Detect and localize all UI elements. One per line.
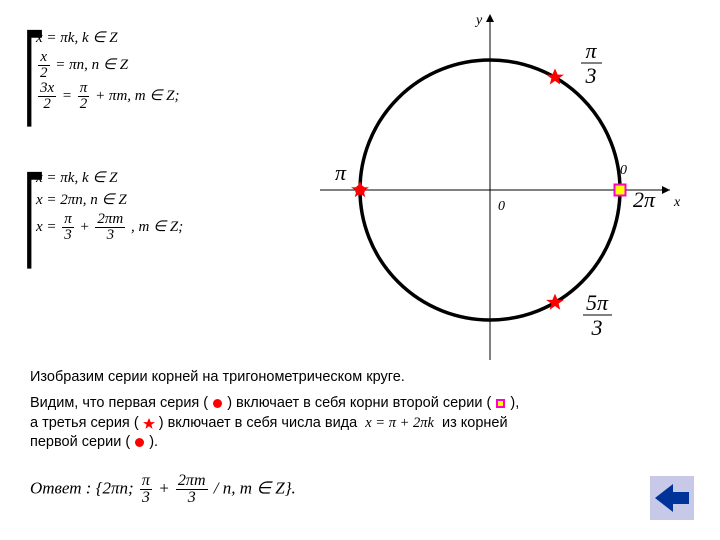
5pi-over-3-label: 5π 3 — [583, 290, 612, 340]
red-star-icon — [143, 417, 155, 429]
eq2-line2: x = 2πn, n ∈ Z — [36, 190, 183, 212]
eq1-line3: 3x 2 = π 2 + πm, m ∈ Z; — [36, 81, 180, 112]
eq1-line1: x = πk, k ∈ Z — [36, 28, 180, 50]
pi-label: π — [335, 160, 347, 185]
y-axis-label: y — [474, 13, 483, 28]
svg-text:π: π — [585, 38, 597, 63]
back-arrow-icon — [655, 484, 689, 512]
svg-text:5π: 5π — [586, 290, 609, 315]
yellow-square-icon — [496, 399, 505, 408]
dot-marker-pi — [355, 185, 365, 195]
red-dot-icon — [135, 438, 144, 447]
svg-text:3: 3 — [591, 315, 603, 340]
back-button[interactable] — [650, 476, 694, 520]
paragraph-1: Изобразим серии корней на тригонометриче… — [30, 368, 405, 388]
bracket-icon: ⎡ — [23, 162, 46, 281]
eq2-line3: x = π 3 + 2πm 3 , m ∈ Z; — [36, 212, 183, 243]
twopi-label: 2π — [633, 187, 656, 212]
paragraph-2: Видим, что первая серия ( ) включает в с… — [30, 394, 519, 453]
bracket-icon: ⎡ — [23, 20, 46, 139]
y-axis-arrow-icon — [486, 14, 494, 22]
unit-circle-chart: x y 0 π 2π 0 π 3 5π 3 — [300, 10, 680, 350]
red-dot-icon — [213, 399, 222, 408]
x-axis-arrow-icon — [662, 186, 670, 194]
square-marker-2pi — [615, 185, 626, 196]
eq2-line1: x = πk, k ∈ Z — [36, 168, 183, 190]
eq1-line2: x 2 = πn, n ∈ Z — [36, 50, 180, 81]
pi-over-3-label: π 3 — [581, 38, 602, 88]
equation-block-1: ⎡ x = πk, k ∈ Z x 2 = πn, n ∈ Z 3x 2 = π — [36, 28, 180, 112]
x-axis-label: x — [673, 195, 681, 210]
svg-text:3: 3 — [585, 63, 597, 88]
equation-block-2: ⎡ x = πk, k ∈ Z x = 2πn, n ∈ Z x = π 3 +… — [36, 168, 183, 243]
right-zero-label: 0 — [620, 163, 627, 178]
inline-formula: x = π + 2πk — [361, 415, 438, 431]
answer-line: Ответ : {2πn; π 3 + 2πm 3 / n, m ∈ Z}. — [30, 473, 296, 506]
origin-label: 0 — [498, 199, 505, 214]
